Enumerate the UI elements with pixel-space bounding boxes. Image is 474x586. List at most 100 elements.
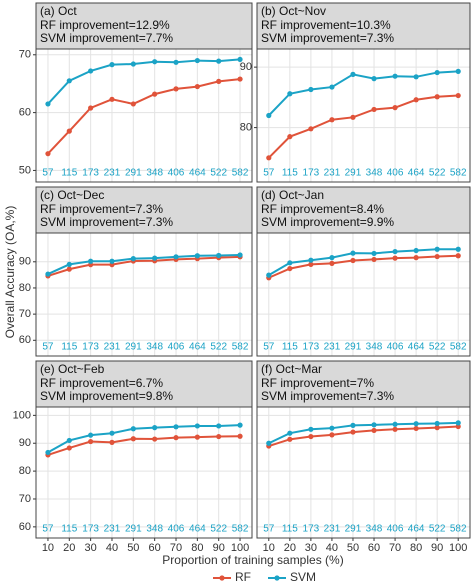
- x-tick-label: 10: [263, 542, 275, 554]
- point: [109, 439, 115, 445]
- sample-label: 522: [429, 168, 446, 179]
- annotation: RF improvement=10.3%: [261, 18, 391, 32]
- point: [130, 436, 136, 442]
- sample-label: 115: [61, 168, 77, 179]
- x-tick-label: 90: [213, 542, 225, 554]
- legend-label: SVM: [290, 570, 316, 584]
- point: [329, 117, 335, 123]
- series-line: [268, 421, 459, 445]
- sample-label: 57: [263, 168, 275, 179]
- x-axis-label: Proportion of training samples (%): [162, 553, 343, 567]
- point: [350, 71, 356, 77]
- sample-label: 57: [263, 342, 275, 353]
- sample-label: 291: [125, 168, 142, 179]
- sample-label: 406: [168, 342, 185, 353]
- panel: [36, 233, 252, 356]
- x-tick-label: 40: [106, 542, 118, 554]
- point: [413, 97, 419, 103]
- y-tick-label: 70: [19, 49, 31, 61]
- sample-label: 231: [324, 168, 341, 179]
- annotation: RF improvement=12.9%: [40, 18, 170, 32]
- sample-label: 348: [366, 524, 383, 535]
- y-tick-label: 60: [19, 107, 31, 119]
- point: [371, 422, 377, 428]
- sample-label: 522: [210, 168, 227, 179]
- point: [371, 427, 377, 434]
- point: [287, 430, 293, 436]
- point: [392, 426, 398, 432]
- point: [350, 422, 356, 428]
- panel: [257, 407, 470, 538]
- y-tick-label: 70: [19, 308, 31, 320]
- sample-label: 464: [189, 524, 206, 535]
- y-tick-label: 80: [19, 282, 31, 294]
- sample-label: 348: [146, 524, 163, 535]
- panel-title: (e) Oct~Feb: [40, 362, 105, 376]
- point: [152, 255, 158, 261]
- sample-label: 291: [345, 342, 362, 353]
- point: [308, 126, 314, 132]
- y-axis-label: Overall Accuracy (OA,%): [3, 206, 17, 339]
- point: [130, 61, 136, 67]
- panel-title: (f) Oct~Mar: [261, 362, 322, 376]
- series-line: [268, 425, 459, 447]
- legend-swatch: [219, 575, 225, 581]
- point: [216, 78, 222, 84]
- y-tick-label: 80: [19, 465, 31, 477]
- point: [392, 73, 398, 79]
- point: [371, 256, 377, 263]
- sample-label: 231: [104, 168, 121, 179]
- point: [266, 272, 272, 278]
- point: [287, 91, 293, 97]
- point: [194, 57, 200, 64]
- sample-label: 231: [324, 524, 341, 535]
- point: [237, 422, 243, 428]
- point: [152, 436, 158, 442]
- point: [88, 105, 94, 111]
- point: [45, 101, 51, 107]
- point: [237, 76, 243, 82]
- point: [413, 425, 419, 432]
- x-tick-label: 10: [42, 542, 54, 554]
- sample-label: 522: [210, 342, 227, 353]
- sample-label: 464: [189, 168, 206, 179]
- y-tick-label: 80: [240, 121, 252, 133]
- point: [45, 271, 51, 277]
- sample-label: 173: [303, 342, 320, 353]
- point: [455, 92, 461, 99]
- x-tick-label: 20: [284, 542, 296, 554]
- x-tick-label: 90: [431, 542, 443, 554]
- y-tick-label: 100: [13, 409, 31, 421]
- sample-label: 173: [303, 168, 320, 179]
- sample-label: 582: [232, 524, 249, 535]
- point: [287, 134, 293, 140]
- panel-border: [256, 48, 471, 183]
- x-tick-label: 80: [191, 542, 203, 554]
- point: [329, 255, 335, 261]
- sample-label: 582: [450, 168, 467, 179]
- point: [237, 252, 243, 258]
- annotation: RF improvement=6.7%: [40, 376, 163, 390]
- sample-label: 348: [146, 168, 163, 179]
- point: [434, 420, 440, 427]
- point: [237, 56, 243, 63]
- point: [434, 425, 440, 431]
- point: [173, 435, 179, 441]
- point: [371, 76, 377, 82]
- point: [329, 84, 335, 90]
- y-tick-label: 50: [19, 164, 31, 176]
- point: [88, 438, 94, 445]
- sample-label: 231: [104, 524, 121, 535]
- sample-label: 173: [82, 524, 99, 535]
- sample-label: 173: [82, 342, 99, 353]
- point: [45, 151, 51, 157]
- y-tick-label: 90: [19, 437, 31, 449]
- panel-border: [256, 232, 471, 357]
- point: [413, 255, 419, 261]
- strip: [256, 2, 471, 50]
- x-tick-label: 50: [347, 542, 359, 554]
- point: [329, 432, 335, 438]
- point: [66, 437, 72, 444]
- annotation: RF improvement=7.3%: [40, 202, 163, 216]
